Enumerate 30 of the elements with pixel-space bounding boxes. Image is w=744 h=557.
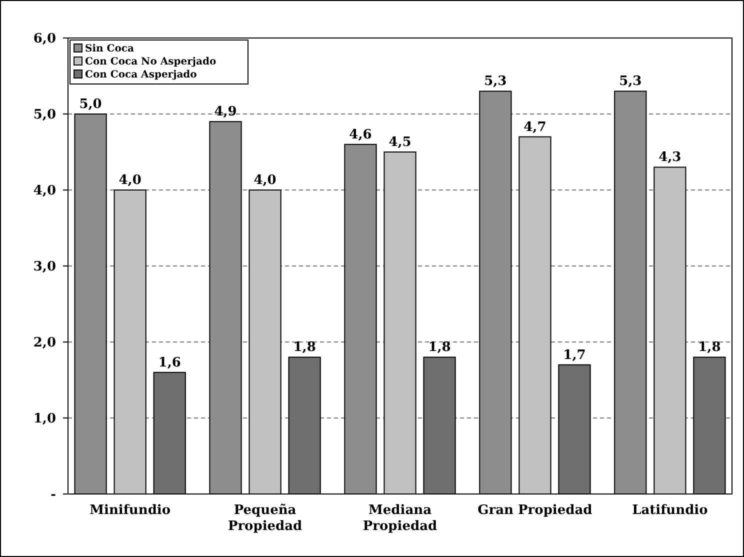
x-tick-label: Mediana Propiedad bbox=[362, 503, 438, 534]
data-label: 1,7 bbox=[563, 348, 586, 363]
x-tick-label: Gran Propiedad bbox=[478, 503, 592, 518]
data-label: 5,3 bbox=[619, 74, 642, 90]
data-label: 1,8 bbox=[428, 340, 451, 356]
data-label: 5,0 bbox=[79, 97, 102, 112]
y-tick-label: - bbox=[50, 488, 56, 503]
legend-label: Sin Coca bbox=[85, 44, 134, 54]
data-label: 4,9 bbox=[214, 104, 237, 120]
data-label: 4,5 bbox=[388, 135, 412, 150]
x-tick-label: Minifundio bbox=[90, 503, 171, 518]
data-label: 1,8 bbox=[293, 340, 316, 356]
data-label: 1,6 bbox=[158, 355, 181, 370]
legend-label: Con Coca No Asperjado bbox=[85, 56, 216, 68]
x-tick-label: Pequeña Propiedad bbox=[228, 503, 302, 534]
y-tick-label: 5,0 bbox=[33, 108, 56, 123]
y-tick-label: 3,0 bbox=[33, 260, 56, 275]
y-tick-label: 1,0 bbox=[33, 412, 56, 427]
y-tick-label: 4,0 bbox=[33, 184, 56, 199]
data-label: 4,6 bbox=[349, 127, 372, 142]
data-label: 4,0 bbox=[254, 173, 276, 188]
y-tick-label: 6,0 bbox=[33, 32, 56, 47]
x-tick-label: Latifundio bbox=[632, 503, 708, 518]
data-label: 4,0 bbox=[118, 173, 142, 188]
legend-label: Con Coca Asperjado bbox=[85, 70, 198, 80]
data-label: 5,3 bbox=[484, 74, 507, 90]
data-label: 1,8 bbox=[698, 340, 721, 356]
data-label: 4,7 bbox=[524, 120, 546, 135]
y-tick-label: 2,0 bbox=[33, 336, 56, 351]
data-label: 4,3 bbox=[658, 150, 682, 166]
